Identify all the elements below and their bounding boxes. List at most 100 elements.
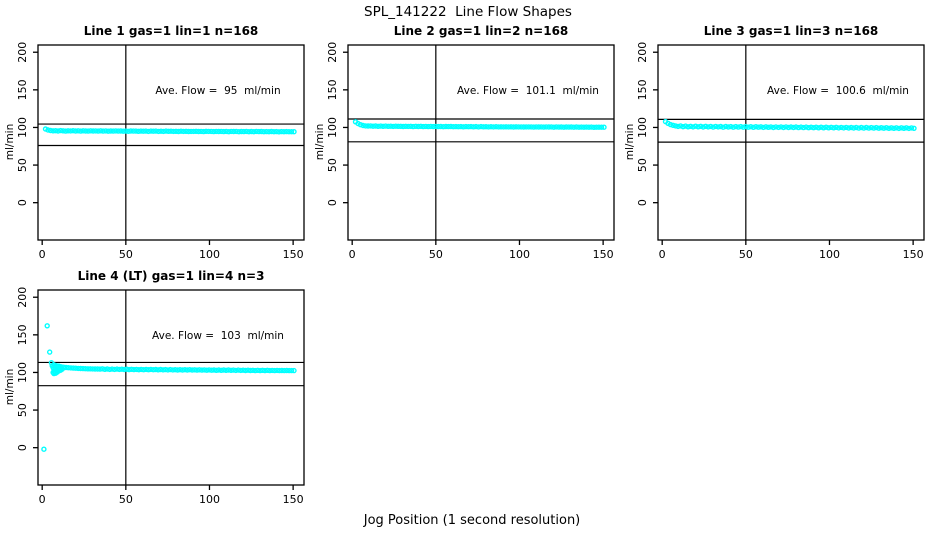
data-point xyxy=(473,123,479,130)
data-point xyxy=(258,128,264,135)
subplot-3: 0 50 100 150 200 0 50 100 150 xyxy=(636,42,925,261)
data-point xyxy=(208,367,215,373)
data-point xyxy=(288,367,295,374)
data-point xyxy=(588,124,595,130)
data-point xyxy=(145,367,152,373)
x-tick-label: 50 xyxy=(429,248,443,261)
data-point xyxy=(543,124,549,130)
data-point xyxy=(153,128,159,134)
y-tick-label: 100 xyxy=(326,117,339,138)
data-point xyxy=(710,124,716,130)
data-point xyxy=(798,124,804,130)
x-tick-label: 100 xyxy=(199,493,220,506)
data-point xyxy=(47,127,54,134)
data-point xyxy=(65,128,71,134)
data-point xyxy=(848,124,854,131)
data-point xyxy=(119,366,125,372)
data-point xyxy=(114,366,120,372)
y-tick-label: 50 xyxy=(636,158,649,172)
data-point xyxy=(485,124,492,130)
x-tick-label: 50 xyxy=(119,493,133,506)
data-point xyxy=(246,128,252,135)
data-point xyxy=(700,124,706,130)
data-point xyxy=(210,128,217,135)
data-point xyxy=(143,366,149,373)
data-point xyxy=(740,124,746,130)
data-point xyxy=(531,124,537,130)
data-point xyxy=(70,127,76,134)
data-point xyxy=(211,367,217,373)
data-point xyxy=(593,124,600,130)
data-point xyxy=(528,124,534,130)
x-tick-label: 100 xyxy=(509,248,530,261)
data-point xyxy=(102,366,108,372)
data-point xyxy=(763,124,769,130)
data-point xyxy=(718,123,724,130)
data-point xyxy=(56,363,62,369)
data-point xyxy=(813,124,819,130)
data-point xyxy=(266,128,272,135)
data-point xyxy=(89,366,96,372)
data-point xyxy=(276,367,283,374)
data-point xyxy=(435,123,441,130)
data-point xyxy=(250,367,256,373)
data-point xyxy=(725,124,731,130)
data-point xyxy=(186,367,193,373)
data-point xyxy=(278,128,285,135)
data-point xyxy=(95,128,101,134)
data-point xyxy=(255,367,261,373)
data-point xyxy=(120,128,127,134)
data-point xyxy=(50,128,56,134)
data-point xyxy=(805,124,812,131)
data-point xyxy=(201,367,208,373)
data-point xyxy=(911,125,917,132)
data-point xyxy=(873,124,879,131)
data-point xyxy=(841,125,847,131)
data-point xyxy=(445,123,452,130)
data-point xyxy=(271,367,278,374)
data-point xyxy=(188,128,194,135)
x-tick-label: 50 xyxy=(119,248,133,261)
data-point xyxy=(362,123,369,129)
data-point xyxy=(672,123,679,129)
data-point xyxy=(846,125,852,131)
data-point xyxy=(503,124,509,130)
data-point xyxy=(566,124,572,130)
data-point xyxy=(596,124,602,130)
data-point xyxy=(228,367,234,373)
data-point xyxy=(878,124,884,131)
data-point xyxy=(475,124,482,130)
data-point xyxy=(121,366,127,373)
data-point xyxy=(183,128,189,135)
x-tick-label: 150 xyxy=(903,248,924,261)
data-point xyxy=(198,128,204,135)
data-point xyxy=(896,125,902,132)
data-point xyxy=(218,128,224,135)
data-point xyxy=(131,366,137,373)
data-point xyxy=(281,128,287,135)
data-point xyxy=(891,125,897,132)
y-tick-label: 150 xyxy=(326,79,339,100)
data-point xyxy=(158,128,164,134)
data-point xyxy=(92,128,99,134)
subplot-3-ave-flow-annotation: Ave. Flow = 100.6 ml/min xyxy=(767,85,909,97)
data-point xyxy=(59,366,65,372)
page-title: SPL_141222 Line Flow Shapes xyxy=(364,4,572,20)
data-point xyxy=(735,124,741,130)
data-point xyxy=(268,128,275,135)
data-point xyxy=(556,124,562,130)
data-point xyxy=(68,365,74,371)
data-point xyxy=(140,367,147,373)
data-point xyxy=(205,128,212,135)
subplot-4-y-axis-label: ml/min xyxy=(4,368,16,406)
data-point xyxy=(286,128,292,135)
data-point xyxy=(898,125,905,131)
data-point xyxy=(755,124,762,130)
data-point xyxy=(145,128,152,135)
data-point xyxy=(133,128,139,134)
data-point xyxy=(573,124,580,130)
y-tick-label: 100 xyxy=(636,117,649,138)
data-point xyxy=(72,365,79,371)
data-point xyxy=(41,446,47,452)
data-point xyxy=(357,121,364,128)
